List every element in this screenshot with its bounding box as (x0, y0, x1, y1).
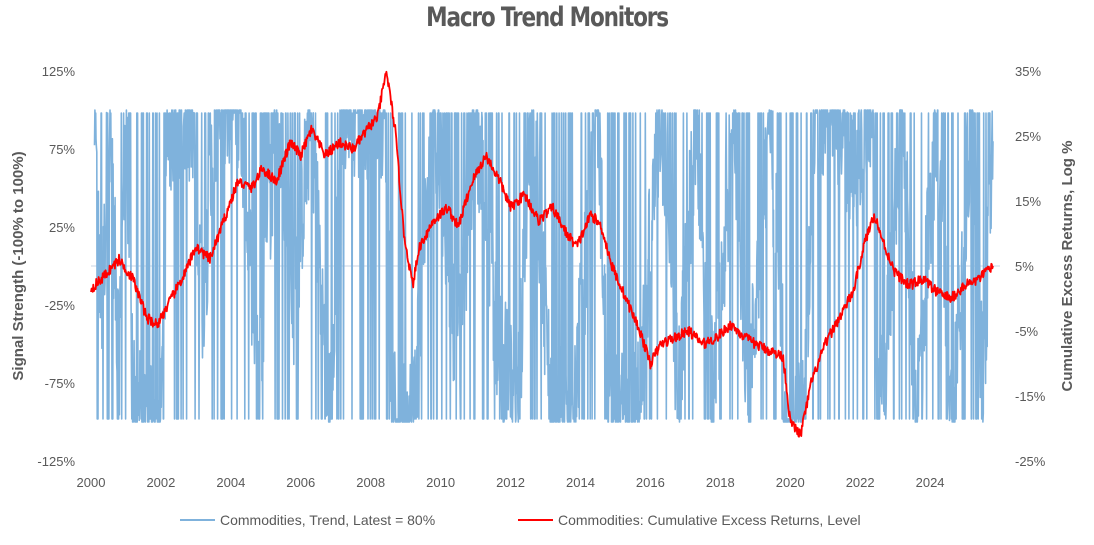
series-trend-line (93, 109, 994, 423)
y-right-axis-title: Cumulative Excess Returns, Log % (1059, 141, 1076, 392)
y-right-tick-label: -25% (1015, 454, 1046, 469)
x-tick-label: 2022 (846, 475, 875, 490)
x-tick-label: 2010 (426, 475, 455, 490)
y-left-tick-label: -125% (37, 454, 75, 469)
series-returns-line (90, 70, 994, 438)
y-left-tick-label: -75% (45, 376, 76, 391)
x-tick-label: 2000 (77, 475, 106, 490)
y-right-tick-label: -5% (1015, 324, 1039, 339)
y-left-tick-label: 125% (42, 64, 76, 79)
x-tick-label: 2002 (146, 475, 175, 490)
y-right-tick-label: 25% (1015, 129, 1041, 144)
legend-label-trend: Commodities, Trend, Latest = 80% (220, 512, 435, 528)
series-layer (90, 70, 994, 438)
x-tick-label: 2004 (216, 475, 245, 490)
y-left-axis-title: Signal Strength (-100% to 100%) (10, 151, 27, 380)
y-left-tick-label: 25% (49, 220, 75, 235)
x-tick-label: 2014 (566, 475, 595, 490)
y-right-tick-label: -15% (1015, 389, 1046, 404)
legend-label-returns: Commodities: Cumulative Excess Returns, … (558, 512, 861, 528)
legend: Commodities, Trend, Latest = 80% Commodi… (180, 512, 861, 528)
x-tick-label: 2006 (286, 475, 315, 490)
x-tick-label: 2012 (496, 475, 525, 490)
y-right-tick-label: 5% (1015, 259, 1034, 274)
chart-title: Macro Trend Monitors (426, 2, 669, 33)
y-right-ticks: 35% 25% 15% 5% -5% -15% -25% (1015, 64, 1046, 469)
x-tick-label: 2016 (636, 475, 665, 490)
y-left-tick-label: 75% (49, 142, 75, 157)
x-tick-label: 2020 (776, 475, 805, 490)
y-left-tick-label: -25% (45, 298, 76, 313)
x-ticks: 2000 2002 2004 2006 2008 2010 2012 2014 2016 2018… (77, 475, 945, 490)
x-tick-label: 2018 (706, 475, 735, 490)
x-tick-label: 2024 (916, 475, 945, 490)
y-right-tick-label: 15% (1015, 194, 1041, 209)
x-tick-label: 2008 (356, 475, 385, 490)
y-right-tick-label: 35% (1015, 64, 1041, 79)
y-left-ticks: 125% 75% 25% -25% -75% -125% (37, 64, 75, 469)
